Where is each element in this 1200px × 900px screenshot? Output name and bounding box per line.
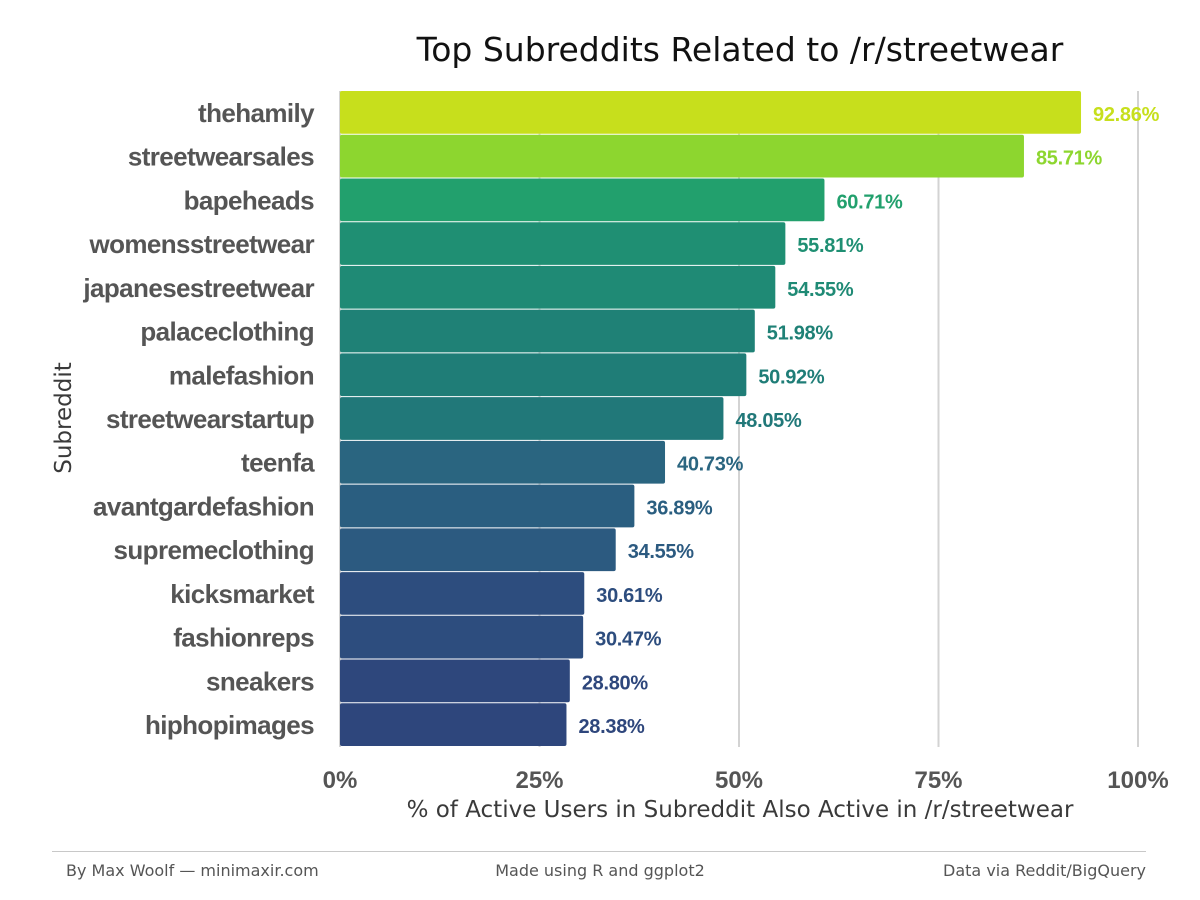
value-label: 30.47% xyxy=(595,629,662,651)
x-tick-labels: 0% 25% 50% 75% 100% xyxy=(323,767,1169,794)
category-label: palaceclothing xyxy=(140,317,314,347)
bar xyxy=(340,528,616,572)
category-label: thehamily xyxy=(198,98,315,128)
category-label: hiphopimages xyxy=(145,710,314,740)
value-label: 55.81% xyxy=(797,235,864,257)
x-tick-label: 50% xyxy=(715,767,763,794)
x-tick-label: 25% xyxy=(515,767,563,794)
x-axis-title: % of Active Users in Subreddit Also Acti… xyxy=(406,797,1074,823)
category-label: fashionreps xyxy=(173,623,314,653)
value-label: 30.61% xyxy=(596,585,663,607)
category-label: teenfa xyxy=(241,448,315,478)
value-label: 36.89% xyxy=(646,497,713,519)
x-tick-label: 0% xyxy=(323,767,358,794)
footer-divider xyxy=(52,851,1146,852)
chart-title: Top Subreddits Related to /r/streetwear xyxy=(416,30,1064,69)
value-label: 28.38% xyxy=(578,716,645,738)
bar xyxy=(340,265,776,309)
category-label: sneakers xyxy=(206,666,314,696)
footer-tooling: Made using R and ggplot2 xyxy=(495,861,705,880)
value-label: 51.98% xyxy=(767,323,834,345)
value-label: 48.05% xyxy=(735,410,802,432)
value-label: 60.71% xyxy=(836,191,903,213)
bar xyxy=(340,440,666,484)
category-label: japanesestreetwear xyxy=(82,273,314,303)
category-label: supremeclothing xyxy=(114,535,314,565)
category-label: malefashion xyxy=(169,360,314,390)
bar xyxy=(340,397,724,440)
x-tick-label: 100% xyxy=(1107,767,1168,794)
bar xyxy=(340,353,747,397)
value-label: 54.55% xyxy=(787,279,854,301)
bar xyxy=(340,178,825,222)
bar xyxy=(340,703,567,746)
bar-chart: thehamily streetwearsales bapeheads womenss… xyxy=(82,91,1169,794)
bar xyxy=(340,615,584,659)
bars xyxy=(340,91,1082,746)
value-label: 92.86% xyxy=(1093,104,1160,126)
bar xyxy=(340,91,1082,134)
value-label: 85.71% xyxy=(1036,148,1103,170)
bar xyxy=(340,659,570,703)
bar xyxy=(340,572,585,615)
bar xyxy=(340,484,635,528)
value-label: 34.55% xyxy=(628,541,695,563)
category-label: streetwearstartup xyxy=(106,404,314,434)
value-label: 28.80% xyxy=(582,672,649,694)
category-labels: thehamily streetwearsales bapeheads womenss… xyxy=(82,98,315,740)
category-label: avantgardefashion xyxy=(93,491,314,521)
category-label: streetwearsales xyxy=(128,142,314,172)
category-label: bapeheads xyxy=(184,185,315,215)
x-tick-label: 75% xyxy=(914,767,962,794)
bar xyxy=(340,222,786,265)
bar xyxy=(340,134,1024,178)
category-label: kicksmarket xyxy=(170,579,315,609)
footer-credit: By Max Woolf — minimaxir.com xyxy=(66,861,319,880)
bar xyxy=(340,309,755,353)
value-label: 50.92% xyxy=(758,366,825,388)
footer-source: Data via Reddit/BigQuery xyxy=(943,861,1146,880)
value-labels: 92.86% 85.71% 60.71% 55.81% 54.55% 51.98% 50.9… xyxy=(578,104,1159,738)
category-label: womensstreetwear xyxy=(88,229,314,259)
value-label: 40.73% xyxy=(677,454,744,476)
